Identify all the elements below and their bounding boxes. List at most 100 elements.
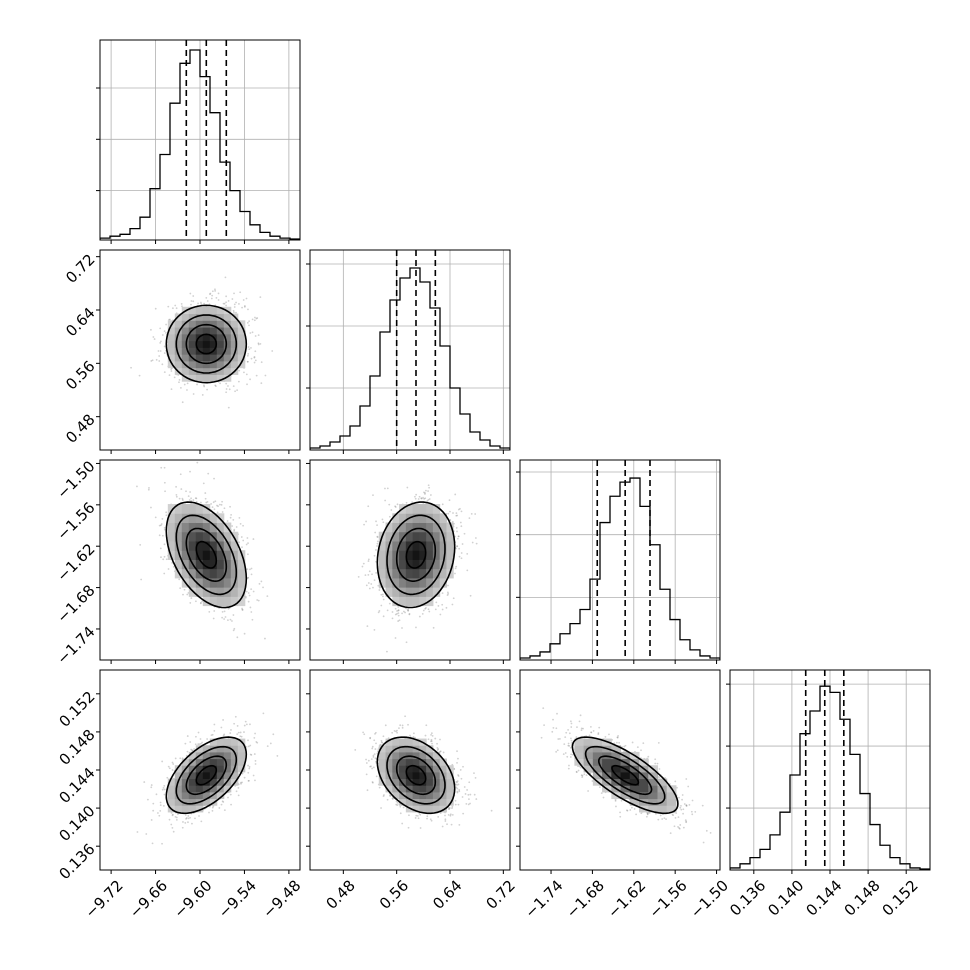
scatter-point (266, 595, 269, 598)
scatter-point (247, 308, 249, 311)
density-cell (188, 340, 197, 348)
scatter-point (179, 473, 182, 476)
scatter-point (161, 517, 164, 520)
density-cell (202, 577, 211, 588)
density-cell (209, 360, 218, 369)
density-cell (195, 340, 204, 348)
scatter-point (418, 615, 421, 618)
scatter-point (386, 650, 388, 653)
scatter-point (262, 586, 264, 589)
scatter-point (397, 606, 400, 608)
density-cell (419, 559, 427, 570)
scatter-point (475, 542, 478, 545)
scatter-point (247, 553, 249, 556)
scatter-point (199, 602, 202, 605)
scatter-point (254, 316, 256, 319)
scatter-point (163, 345, 166, 348)
scatter-point (220, 503, 223, 506)
scatter-point (421, 612, 424, 615)
scatter-point (211, 806, 214, 809)
scatter-point (181, 401, 184, 404)
scatter-point (203, 385, 206, 388)
density-cell (181, 354, 190, 362)
scatter-point (161, 788, 164, 791)
density-cell (188, 513, 197, 524)
scatter-point (217, 505, 219, 508)
density-cell (216, 513, 225, 524)
scatter-point (424, 492, 426, 494)
density-cell (412, 596, 420, 607)
density-cell (181, 504, 190, 514)
scatter-point (470, 512, 473, 515)
scatter-point (158, 524, 161, 527)
scatter-point (162, 558, 165, 561)
density-cell (237, 568, 246, 579)
scatter-point (152, 336, 155, 338)
scatter-point (375, 572, 378, 574)
density-cell (167, 333, 176, 342)
scatter-point (394, 506, 397, 508)
density-cell (432, 577, 441, 588)
scatter-point (367, 505, 370, 508)
density-cell (209, 306, 218, 315)
scatter-point (276, 755, 279, 757)
density-cell (202, 367, 211, 375)
density-cell (167, 354, 176, 362)
scatter-point (428, 486, 431, 489)
density-cell (399, 568, 407, 579)
scatter-point (227, 406, 230, 409)
scatter-point (454, 567, 457, 570)
scatter-point (232, 309, 235, 312)
density-cell (405, 596, 414, 607)
scatter-point (424, 493, 426, 495)
scatter-point (457, 508, 460, 511)
scatter-point (163, 352, 166, 354)
contour-3 (165, 304, 248, 384)
density-cell (237, 559, 246, 570)
scatter-point (253, 753, 256, 755)
scatter-point (171, 307, 174, 310)
scatter-point (227, 619, 229, 622)
scatter-point (394, 607, 397, 610)
scatter-point (235, 526, 238, 528)
scatter-point (424, 497, 427, 500)
scatter-point (451, 603, 454, 606)
scatter-point (210, 297, 213, 300)
scatter-point (428, 610, 431, 613)
scatter-point (372, 586, 374, 589)
density-cell (195, 587, 204, 597)
scatter-point (205, 296, 208, 299)
scatter-point (232, 385, 235, 388)
scatter-point (415, 493, 418, 496)
scatter-point (233, 303, 236, 306)
scatter-point (214, 500, 217, 503)
density-cell (216, 333, 225, 342)
density-cell (412, 522, 420, 533)
scatter-point (245, 373, 248, 376)
scatter-point (170, 388, 173, 391)
density-cell (174, 347, 183, 355)
scatter-point (163, 481, 166, 484)
scatter-point (396, 612, 398, 615)
scatter-point (404, 611, 406, 614)
density-cell (432, 559, 441, 570)
scatter-point (415, 626, 417, 629)
scatter-point (365, 584, 368, 587)
density-cell (426, 568, 434, 579)
density-cell (399, 596, 407, 607)
scatter-point (189, 470, 191, 473)
density-cell (378, 550, 387, 560)
contour-2 (175, 314, 238, 374)
scatter-point (258, 582, 261, 585)
scatter-point (374, 531, 377, 534)
scatter-point (206, 388, 208, 391)
scatter-point (429, 494, 432, 496)
density-cell (188, 347, 197, 355)
density-cell (216, 320, 225, 328)
scatter-point (397, 620, 400, 622)
scatter-point (130, 366, 132, 369)
scatter-point (233, 292, 235, 295)
scatter-point (160, 556, 162, 559)
density-cell (216, 347, 225, 355)
scatter-point (367, 560, 370, 562)
